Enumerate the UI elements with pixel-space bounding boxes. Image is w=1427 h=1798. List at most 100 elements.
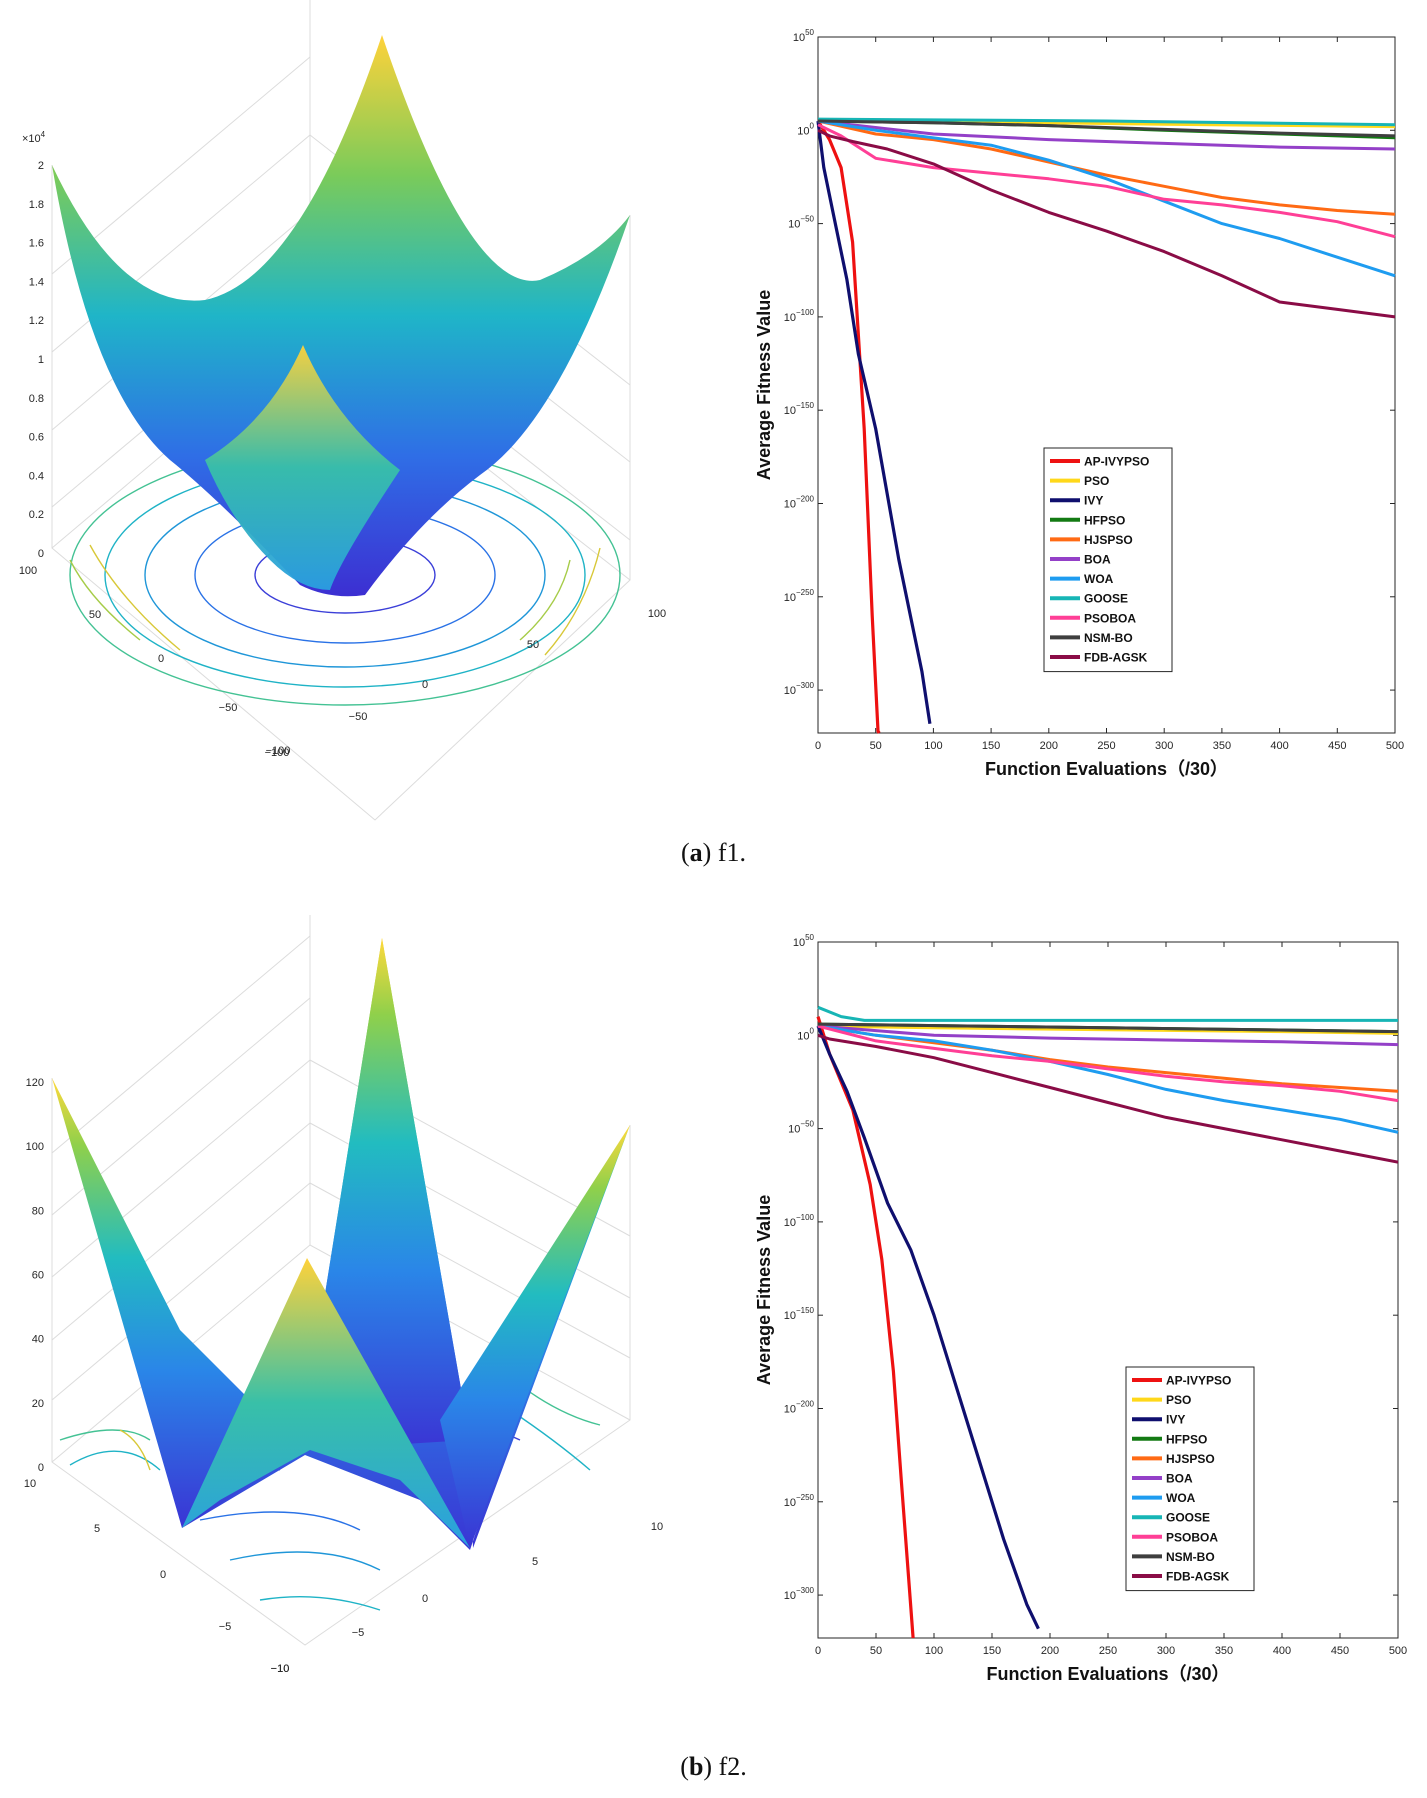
legend-label: FDB-AGSK: [1166, 1570, 1230, 1584]
series-line-boa: [817, 119, 1396, 151]
surface-z-tick: 0: [38, 548, 44, 560]
x-tick-label: 100: [924, 740, 942, 752]
series-line-nsm-bo: [817, 119, 1396, 138]
surface-z-tick: 120: [26, 1077, 44, 1089]
surface-x-tick: −100: [265, 747, 290, 759]
x-tick-label: 300: [1157, 1645, 1175, 1657]
surface-y-tick: 50: [89, 609, 101, 621]
legend-label: BOA: [1084, 553, 1111, 567]
series-line-woa: [817, 1024, 1399, 1134]
surface-z-tick: 0.8: [29, 393, 44, 405]
x-tick-label: 300: [1155, 740, 1173, 752]
series-line-psoboa: [817, 123, 1396, 239]
surface-y-tick: −5: [219, 1621, 232, 1633]
x-tick-label: 400: [1270, 740, 1288, 752]
convergence-chart-f1: 0 50 100 150 200 250 300 350 400 450 500 1050 100 10−…: [754, 28, 1404, 779]
y-tick-label: 10−300: [784, 1586, 815, 1602]
series-line-ap-ivypso: [816, 120, 881, 734]
x-tick-label: 50: [870, 740, 882, 752]
legend-label: GOOSE: [1166, 1511, 1210, 1525]
surface-z-tick: 40: [32, 1334, 44, 1346]
surface-x-tick: 10: [651, 1521, 663, 1533]
legend-label: PSOBOA: [1166, 1530, 1218, 1544]
x-tick-label: 150: [982, 740, 1000, 752]
y-axis-label: Average Fitness Value: [754, 1195, 774, 1385]
series-line-goose: [817, 1005, 1398, 1022]
surface-x-tick: 50: [527, 639, 539, 651]
y-tick-label: 10−50: [788, 1120, 814, 1136]
surface-x-tick: 100: [648, 608, 666, 620]
legend-label: BOA: [1166, 1472, 1193, 1486]
legend-label: HJSPSO: [1166, 1452, 1215, 1466]
y-tick-label: 10−300: [784, 681, 815, 697]
y-tick-label: 1050: [793, 933, 815, 949]
x-tick-label: 350: [1215, 1645, 1233, 1657]
legend-label: AP-IVYPSO: [1166, 1374, 1231, 1388]
x-tick-label: 450: [1328, 740, 1346, 752]
legend-label: IVY: [1166, 1413, 1185, 1427]
x-tick-label: 0: [815, 1645, 821, 1657]
legend-label: GOOSE: [1084, 592, 1128, 606]
x-tick-label: 200: [1040, 740, 1058, 752]
legend-label: PSO: [1084, 474, 1109, 488]
convergence-chart-f2: 0 50 100 150 200 250 300 350 400 450 500 1050 100 10−…: [754, 933, 1407, 1684]
y-tick-label: 1050: [793, 28, 815, 44]
surface-x-tick: −50: [349, 711, 368, 723]
y-tick-label: 10−100: [784, 1213, 815, 1229]
surface-z-tick: 1.6: [29, 238, 44, 250]
series-line-ivy: [816, 1025, 1040, 1630]
surface-y-tick: −10: [271, 1663, 290, 1675]
surface-z-tick: 60: [32, 1270, 44, 1282]
x-tick-label: 350: [1213, 740, 1231, 752]
surface-z-tick: 0.4: [29, 470, 44, 482]
legend-label: IVY: [1084, 494, 1103, 508]
surface-z-tick: 0.6: [29, 432, 44, 444]
surface-z-multiplier: ×104: [22, 130, 46, 145]
surface-z-tick: 1.4: [29, 276, 44, 288]
surface-z-tick: 2: [38, 160, 44, 172]
y-tick-label: 10−200: [784, 1399, 815, 1415]
plot-area: [817, 941, 1399, 1639]
x-tick-label: 400: [1273, 1645, 1291, 1657]
series-line-psoboa: [817, 1024, 1399, 1103]
y-tick-label: 10−150: [784, 1306, 815, 1322]
x-tick-label: 500: [1386, 740, 1404, 752]
series-line-fdb-agsk: [817, 1033, 1399, 1164]
legend-label: AP-IVYPSO: [1084, 455, 1149, 469]
surface-z-tick: 80: [32, 1205, 44, 1217]
y-tick-label: 10−250: [784, 588, 815, 604]
surface-x-tick: −5: [352, 1627, 365, 1639]
caption-b: (b) f2.: [680, 1752, 747, 1781]
surface-plot-f1: 0 0.2 0.4 0.6 0.8 1 1.2 1.4 1.6 1.8 2 ×104 −100 −50…: [19, 0, 666, 821]
x-tick-label: 250: [1099, 1645, 1117, 1657]
legend-label: NSM-BO: [1166, 1550, 1215, 1564]
surface-z-tick: 0.2: [29, 509, 44, 521]
surface-z-tick: 0: [38, 1462, 44, 1474]
y-tick-label: 100: [797, 121, 814, 137]
legend-label: HJSPSO: [1084, 533, 1133, 547]
surface-x-tick: 5: [532, 1556, 538, 1568]
y-tick-label: 10−100: [784, 308, 815, 324]
series-line-ivy: [816, 120, 932, 724]
surface-z-tick: 20: [32, 1398, 44, 1410]
legend-label: NSM-BO: [1084, 631, 1133, 645]
surface-y-tick: 100: [19, 565, 37, 577]
x-tick-label: 450: [1331, 1645, 1349, 1657]
x-tick-label: 150: [983, 1645, 1001, 1657]
x-tick-label: 200: [1041, 1645, 1059, 1657]
surface-z-tick: 100: [26, 1141, 44, 1153]
series-line-pso: [817, 1024, 1399, 1035]
surface-x-tick: 0: [422, 679, 428, 691]
y-tick-label: 10−150: [784, 401, 815, 417]
surface-y-tick: −100: [266, 745, 291, 757]
surface-y-tick: 0: [158, 653, 164, 665]
x-tick-label: 500: [1389, 1645, 1407, 1657]
surface-z-tick: 1.8: [29, 199, 44, 211]
x-axis-label: Function Evaluations（/30）: [986, 1664, 1229, 1684]
legend-label: HFPSO: [1166, 1432, 1207, 1446]
surface-z-tick: 1.2: [29, 315, 44, 327]
y-tick-label: 100: [797, 1026, 814, 1042]
x-tick-label: 250: [1097, 740, 1115, 752]
